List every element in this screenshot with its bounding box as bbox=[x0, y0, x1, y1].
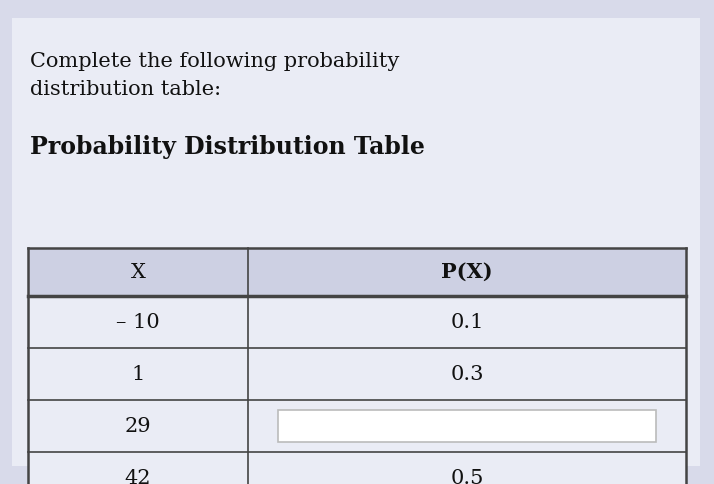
Text: Probability Distribution Table: Probability Distribution Table bbox=[30, 135, 425, 159]
Text: 0.1: 0.1 bbox=[451, 313, 484, 332]
Text: 1: 1 bbox=[131, 364, 145, 383]
Text: 0.5: 0.5 bbox=[451, 469, 483, 484]
Bar bbox=[28, 348, 686, 400]
Bar bbox=[28, 452, 686, 484]
Text: 29: 29 bbox=[125, 417, 151, 436]
Text: – 10: – 10 bbox=[116, 313, 160, 332]
Text: distribution table:: distribution table: bbox=[30, 80, 221, 99]
Bar bbox=[28, 248, 686, 296]
Bar bbox=[28, 296, 686, 348]
Bar bbox=[28, 400, 686, 452]
Text: 42: 42 bbox=[125, 469, 151, 484]
Text: Complete the following probability: Complete the following probability bbox=[30, 52, 399, 71]
Text: P(X): P(X) bbox=[441, 262, 493, 282]
Text: X: X bbox=[131, 262, 146, 282]
Bar bbox=[278, 410, 656, 442]
Text: 0.3: 0.3 bbox=[451, 364, 484, 383]
